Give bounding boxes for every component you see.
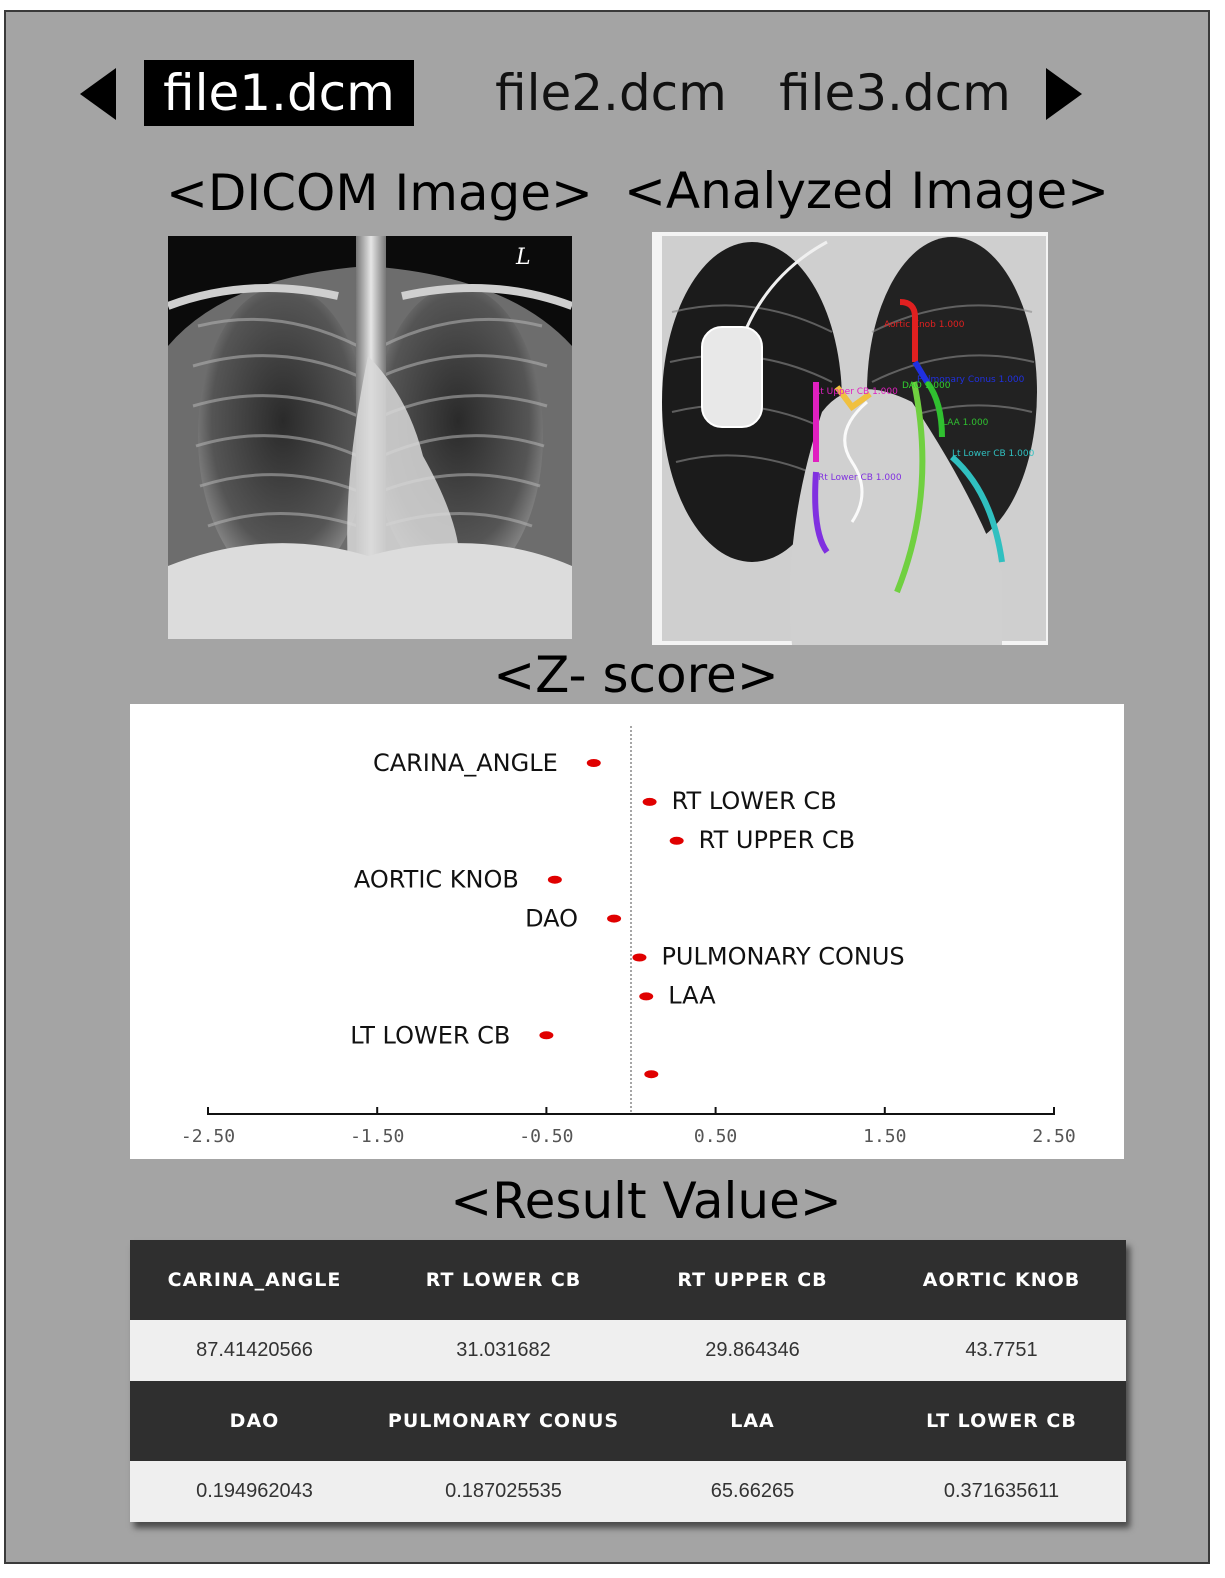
annotation-rt-lower-cb: Rt Lower CB 1.000 — [818, 473, 902, 483]
result-value-cell: 0.194962043 — [130, 1461, 379, 1522]
result-value-row: 87.41420566 31.031682 29.864346 43.7751 — [130, 1320, 1126, 1381]
result-header-cell: PULMONARY CONUS — [379, 1381, 628, 1461]
zscore-heading: <Z- score> — [493, 646, 779, 704]
triangle-left-icon[interactable] — [80, 68, 116, 120]
result-value-cell: 29.864346 — [628, 1320, 877, 1381]
result-value-cell: 0.187025535 — [379, 1461, 628, 1522]
zscore-point-label: RT UPPER CB — [699, 826, 855, 854]
zscore-point — [642, 797, 657, 806]
x-tick-label: 2.50 — [1032, 1126, 1075, 1147]
result-header-cell: RT UPPER CB — [628, 1240, 877, 1320]
file-tab-3[interactable]: file3.dcm — [779, 64, 1011, 122]
triangle-right-icon[interactable] — [1046, 68, 1082, 120]
zscore-point-label: LT LOWER CB — [350, 1021, 510, 1049]
zscore-point — [644, 1070, 659, 1079]
result-header-cell: LT LOWER CB — [877, 1381, 1126, 1461]
annotation-pulmonary-conus: Pulmonary Conus 1.000 — [917, 375, 1025, 385]
dicom-image-heading: <DICOM Image> — [166, 164, 593, 222]
x-tick-label: -1.50 — [350, 1126, 404, 1147]
x-tick-label: -0.50 — [519, 1126, 573, 1147]
analyzed-image-heading: <Analyzed Image> — [624, 162, 1110, 220]
zscore-point-label: CARINA_ANGLE — [373, 749, 558, 777]
dicom-xray-image: L — [168, 236, 572, 639]
x-tick-label: 1.50 — [863, 1126, 906, 1147]
zscore-point — [586, 759, 601, 767]
result-header-cell: LAA — [628, 1381, 877, 1461]
annotation-rt-upper-cb: Rt Upper CB 1.000 — [814, 387, 898, 397]
result-header-cell: CARINA_ANGLE — [130, 1240, 379, 1320]
x-tick-label: -2.50 — [181, 1126, 235, 1147]
zscore-point-label: PULMONARY CONUS — [661, 943, 904, 971]
result-header-cell: AORTIC KNOB — [877, 1240, 1126, 1320]
zscore-point — [669, 836, 684, 845]
annotation-aortic-knob: Aortic Knob 1.000 — [884, 320, 965, 330]
zscore-chart: -2.50 -1.50 -0.50 0.50 1.50 2.50 CARINA_ANGLE R… — [130, 704, 1124, 1159]
result-header-cell: RT LOWER CB — [379, 1240, 628, 1320]
zscore-point-label: DAO — [525, 905, 578, 933]
result-value-cell: 43.7751 — [877, 1320, 1126, 1381]
result-value-heading: <Result Value> — [450, 1172, 842, 1230]
zscore-point-label: RT LOWER CB — [672, 787, 837, 815]
zscore-point-label: LAA — [668, 981, 716, 1009]
zscore-plot: -2.50 -1.50 -0.50 0.50 1.50 2.50 CARINA_ANGLE R… — [181, 726, 1076, 1147]
result-table: CARINA_ANGLE RT LOWER CB RT UPPER CB AOR… — [130, 1240, 1126, 1522]
result-value-cell: 65.66265 — [628, 1461, 877, 1522]
annotation-lt-lower-cb: Lt Lower CB 1.000 — [952, 449, 1035, 459]
x-tick-label: 0.50 — [694, 1126, 737, 1147]
result-header-row: DAO PULMONARY CONUS LAA LT LOWER CB — [130, 1381, 1126, 1461]
analyzed-xray-image: Aortic Knob 1.000 Pulmonary Conus 1.000 … — [652, 232, 1048, 645]
result-header-row: CARINA_ANGLE RT LOWER CB RT UPPER CB AOR… — [130, 1240, 1126, 1320]
result-value-cell: 31.031682 — [379, 1320, 628, 1381]
result-value-cell: 87.41420566 — [130, 1320, 379, 1381]
dicom-marker-label: L — [515, 245, 531, 270]
zscore-point — [539, 1031, 554, 1040]
annotation-dao: DAO 1.000 — [902, 381, 951, 391]
viewer-panel: file1.dcm file2.dcm file3.dcm <DICOM Ima… — [4, 10, 1210, 1564]
zscore-point — [639, 992, 654, 1001]
zscore-point — [547, 875, 562, 884]
annotation-laa: LAA 1.000 — [942, 418, 989, 428]
result-value-cell: 0.371635611 — [877, 1461, 1126, 1522]
zscore-point-label: AORTIC KNOB — [354, 866, 519, 894]
zscore-point — [607, 914, 622, 923]
result-value-row: 0.194962043 0.187025535 65.66265 0.37163… — [130, 1461, 1126, 1522]
zscore-point — [632, 953, 647, 962]
result-header-cell: DAO — [130, 1381, 379, 1461]
file-tab-1[interactable]: file1.dcm — [144, 60, 414, 126]
file-tab-2[interactable]: file2.dcm — [495, 64, 727, 122]
